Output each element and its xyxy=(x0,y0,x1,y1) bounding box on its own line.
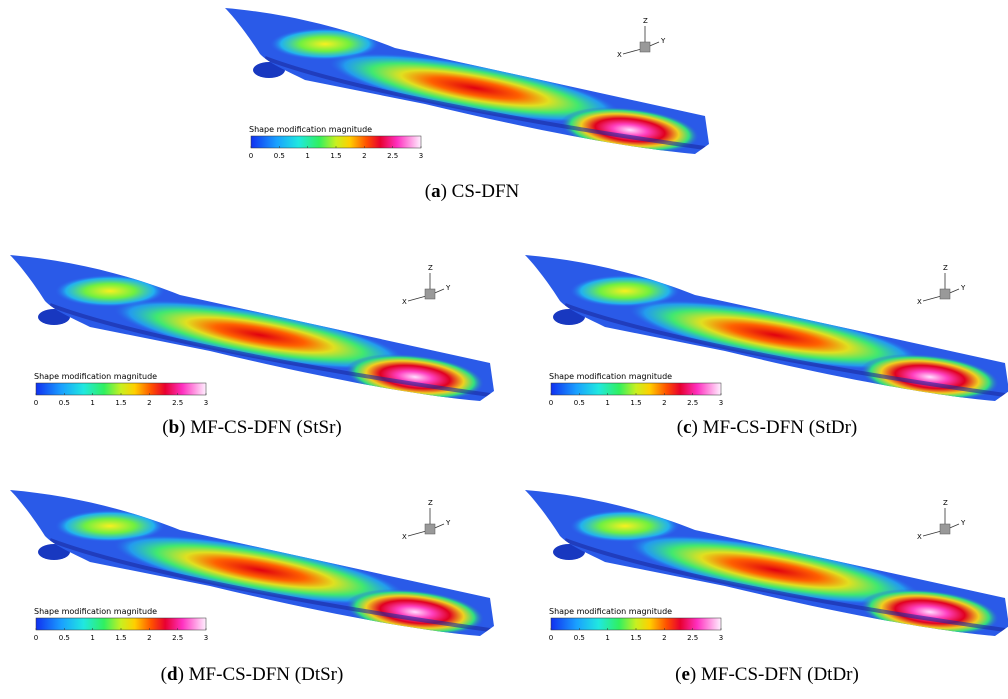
colorbar-tick-label: 0.5 xyxy=(574,634,585,642)
axis-label: Y xyxy=(660,37,666,45)
caption-label: d xyxy=(167,664,178,685)
colorbar-title: Shape modification magnitude xyxy=(249,125,372,134)
colorbar-tick-label: 0 xyxy=(549,634,553,642)
colorbar-tick-label: 1.5 xyxy=(115,634,126,642)
colorbar-tick-label: 0 xyxy=(549,399,553,407)
colorbar-tick-label: 3 xyxy=(419,152,423,160)
axis-label: X xyxy=(917,298,922,306)
colorbar-tick-label: 1 xyxy=(605,399,609,407)
caption: (a) CS-DFN xyxy=(425,181,520,202)
colorbar-tick-label: 0 xyxy=(34,399,38,407)
colorbar-title: Shape modification magnitude xyxy=(549,607,672,616)
caption-text: ) CS-DFN xyxy=(441,181,520,202)
colorbar-tick-label: 0 xyxy=(34,634,38,642)
colorbar-tick-label: 2.5 xyxy=(172,399,183,407)
triad-box xyxy=(939,288,951,300)
caption-text: ( xyxy=(677,417,683,438)
triad-box xyxy=(939,523,951,535)
axis-label: Y xyxy=(445,284,451,292)
colorbar-tick-label: 2 xyxy=(147,634,151,642)
panel: Shape modification magnitude 0 0.5 1 1.5 2 2.5… xyxy=(525,255,1008,407)
caption-label: b xyxy=(169,417,180,438)
caption: (c) MF-CS-DFN (StDr) xyxy=(677,417,858,438)
panel: Shape modification magnitude 0 0.5 1 1.5 2 2.5… xyxy=(10,255,500,407)
caption: (b) MF-CS-DFN (StSr) xyxy=(162,417,342,438)
axis-label: Z xyxy=(943,264,948,272)
colorbar-tick-label: 2.5 xyxy=(172,634,183,642)
colorbar-tick-label: 3 xyxy=(204,634,208,642)
caption-text: ) MF-CS-DFN (StSr) xyxy=(179,417,342,438)
caption: (e) MF-CS-DFN (DtDr) xyxy=(675,664,859,685)
caption: (d) MF-CS-DFN (DtSr) xyxy=(161,664,344,685)
triad-box xyxy=(424,288,436,300)
axis-label: Z xyxy=(643,17,648,25)
colorbar-tick-label: 0.5 xyxy=(574,399,585,407)
colorbar-tick-label: 2 xyxy=(362,152,366,160)
panel: Shape modification magnitude 0 0.5 1 1.5 2 2.5… xyxy=(225,8,715,160)
axis-triad: X Y Z xyxy=(917,264,966,306)
axis-label: Z xyxy=(428,264,433,272)
colorbar-tick-label: 2 xyxy=(147,399,151,407)
panel: Shape modification magnitude 0 0.5 1 1.5 2 2.5… xyxy=(10,490,500,642)
colorbar-tick-label: 2.5 xyxy=(687,634,698,642)
axis-triad: X Y Z xyxy=(917,499,966,541)
axis-triad: X Y Z xyxy=(402,264,451,306)
caption-text: ) MF-CS-DFN (DtSr) xyxy=(178,664,344,685)
colorbar-tick-label: 1.5 xyxy=(330,152,341,160)
colorbar-tick-label: 0.5 xyxy=(274,152,285,160)
caption-text: ( xyxy=(162,417,168,438)
colorbar-tick-label: 3 xyxy=(204,399,208,407)
colorbar-tick-label: 2.5 xyxy=(387,152,398,160)
axis-triad: X Y Z xyxy=(402,499,451,541)
colorbar-title: Shape modification magnitude xyxy=(34,607,157,616)
colorbar-tick-label: 1 xyxy=(305,152,309,160)
axis-label: Y xyxy=(960,284,966,292)
colorbar-tick-label: 2 xyxy=(662,399,666,407)
caption-label: a xyxy=(431,181,441,202)
colorbar-tick-label: 1.5 xyxy=(630,399,641,407)
colorbar-tick-label: 3 xyxy=(719,399,723,407)
axis-label: X xyxy=(617,51,622,59)
colorbar-tick-label: 1 xyxy=(90,634,94,642)
colorbar-tick-label: 2 xyxy=(662,634,666,642)
axis-label: X xyxy=(402,298,407,306)
triad-box xyxy=(639,41,651,53)
axis-label: X xyxy=(402,533,407,541)
axis-label: X xyxy=(917,533,922,541)
axis-label: Z xyxy=(428,499,433,507)
colorbar-tick-label: 1.5 xyxy=(630,634,641,642)
colorbar-tick-label: 0.5 xyxy=(59,399,70,407)
colorbar-tick-label: 1.5 xyxy=(115,399,126,407)
caption-text: ) MF-CS-DFN (StDr) xyxy=(692,417,858,438)
caption-text: ( xyxy=(425,181,431,202)
panel: Shape modification magnitude 0 0.5 1 1.5 2 2.5… xyxy=(525,490,1008,642)
colorbar-tick-label: 0.5 xyxy=(59,634,70,642)
colorbar-tick-label: 1 xyxy=(90,399,94,407)
colorbar-tick-label: 2.5 xyxy=(687,399,698,407)
colorbar-tick-label: 1 xyxy=(605,634,609,642)
colorbar-title: Shape modification magnitude xyxy=(34,372,157,381)
axis-label: Z xyxy=(943,499,948,507)
colorbar-tick-label: 0 xyxy=(249,152,253,160)
colorbar-tick-label: 3 xyxy=(719,634,723,642)
axis-triad: X Y Z xyxy=(617,17,666,59)
caption-text: ) MF-CS-DFN (DtDr) xyxy=(690,664,859,685)
caption-label: c xyxy=(683,417,691,438)
axis-label: Y xyxy=(960,519,966,527)
colorbar-title: Shape modification magnitude xyxy=(549,372,672,381)
caption-text: ( xyxy=(161,664,167,685)
triad-box xyxy=(424,523,436,535)
axis-label: Y xyxy=(445,519,451,527)
caption-text: ( xyxy=(675,664,681,685)
caption-label: e xyxy=(681,664,689,685)
